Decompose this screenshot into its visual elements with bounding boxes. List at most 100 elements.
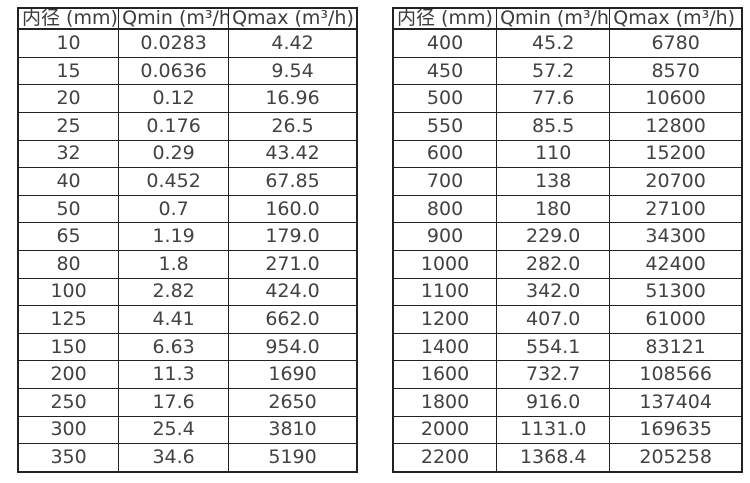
- table-cell: 100: [17, 277, 120, 307]
- table-cell: 150: [17, 332, 120, 362]
- table-cell: 25: [17, 111, 120, 141]
- table-row: 2200 1368.4 205258: [392, 443, 743, 473]
- table-cell: 180: [496, 194, 611, 224]
- table-cell: 179.0: [228, 222, 358, 251]
- table-cell: 2000: [392, 415, 498, 445]
- header-row: 内径 (mm) Qmin (m³/h) Qmax (m³/h): [17, 7, 358, 30]
- table-cell: 350: [17, 443, 120, 473]
- table-row: 600 110 15200: [392, 139, 743, 169]
- table-row: 10 0.0283 4.42: [17, 28, 358, 58]
- table-cell: 1100: [392, 277, 498, 307]
- table-cell: 200: [17, 360, 120, 389]
- column-header: 内径 (mm): [392, 7, 498, 30]
- table-row: 200 11.3 1690: [17, 360, 358, 389]
- table-row: 1100 342.0 51300: [392, 277, 743, 307]
- table-cell: 42400: [609, 249, 743, 279]
- table-cell: 40: [17, 167, 120, 196]
- table-row: 250 17.6 2650: [17, 387, 358, 417]
- table-cell: 954.0: [228, 332, 358, 362]
- table-cell: 61000: [609, 305, 743, 334]
- table-cell: 43.42: [228, 139, 358, 169]
- table-cell: 8570: [609, 56, 743, 86]
- table-row: 80 1.8 271.0: [17, 249, 358, 279]
- table-cell: 1368.4: [496, 443, 611, 473]
- table-cell: 407.0: [496, 305, 611, 334]
- table-row: 32 0.29 43.42: [17, 139, 358, 169]
- table-cell: 34.6: [118, 443, 230, 473]
- table-cell: 10600: [609, 84, 743, 113]
- table-cell: 0.12: [118, 84, 230, 113]
- table-cell: 67.85: [228, 167, 358, 196]
- table-cell: 450: [392, 56, 498, 86]
- table-row: 1800 916.0 137404: [392, 387, 743, 417]
- table-row: 550 85.5 12800: [392, 111, 743, 141]
- table-cell: 17.6: [118, 387, 230, 417]
- table-cell: 110: [496, 139, 611, 169]
- table-cell: 0.452: [118, 167, 230, 196]
- column-header: Qmax (m³/h): [228, 7, 358, 30]
- table-cell: 45.2: [496, 28, 611, 58]
- table-cell: 2.82: [118, 277, 230, 307]
- table-cell: 2650: [228, 387, 358, 417]
- table-cell: 34300: [609, 222, 743, 251]
- table-cell: 27100: [609, 194, 743, 224]
- table-cell: 1690: [228, 360, 358, 389]
- table-row: 25 0.176 26.5: [17, 111, 358, 141]
- table-row: 150 6.63 954.0: [17, 332, 358, 362]
- table-cell: 15: [17, 56, 120, 86]
- table-cell: 500: [392, 84, 498, 113]
- table-row: 15 0.0636 9.54: [17, 56, 358, 86]
- table-cell: 1000: [392, 249, 498, 279]
- table-cell: 3810: [228, 415, 358, 445]
- table-row: 1400 554.1 83121: [392, 332, 743, 362]
- table-cell: 229.0: [496, 222, 611, 251]
- table-cell: 6.63: [118, 332, 230, 362]
- flow-spec-table-small-diameters: 内径 (mm) Qmin (m³/h) Qmax (m³/h) 10 0.0283 4.4…: [17, 7, 358, 473]
- table-cell: 16.96: [228, 84, 358, 113]
- table-cell: 51300: [609, 277, 743, 307]
- table-cell: 4.41: [118, 305, 230, 334]
- table-cell: 169635: [609, 415, 743, 445]
- table-row: 350 34.6 5190: [17, 443, 358, 473]
- table-cell: 12800: [609, 111, 743, 141]
- table-cell: 732.7: [496, 360, 611, 389]
- column-header: Qmax (m³/h): [609, 7, 743, 30]
- table-cell: 9.54: [228, 56, 358, 86]
- table-cell: 1600: [392, 360, 498, 389]
- table-cell: 2200: [392, 443, 498, 473]
- table-row: 1200 407.0 61000: [392, 305, 743, 334]
- table-cell: 32: [17, 139, 120, 169]
- table-cell: 271.0: [228, 249, 358, 279]
- table-cell: 662.0: [228, 305, 358, 334]
- table-cell: 0.176: [118, 111, 230, 141]
- header-row: 内径 (mm) Qmin (m³/h) Qmax (m³/h): [392, 7, 743, 30]
- table-cell: 800: [392, 194, 498, 224]
- table-row: 450 57.2 8570: [392, 56, 743, 86]
- table-cell: 20: [17, 84, 120, 113]
- table-cell: 1.8: [118, 249, 230, 279]
- table-cell: 1200: [392, 305, 498, 334]
- table-row: 20 0.12 16.96: [17, 84, 358, 113]
- table-row: 700 138 20700: [392, 167, 743, 196]
- table-cell: 205258: [609, 443, 743, 473]
- table-cell: 4.42: [228, 28, 358, 58]
- table-row: 900 229.0 34300: [392, 222, 743, 251]
- table-row: 40 0.452 67.85: [17, 167, 358, 196]
- table-cell: 85.5: [496, 111, 611, 141]
- column-header: 内径 (mm): [17, 7, 120, 30]
- table-row: 1000 282.0 42400: [392, 249, 743, 279]
- table-cell: 26.5: [228, 111, 358, 141]
- table-cell: 160.0: [228, 194, 358, 224]
- flow-spec-table-large-diameters: 内径 (mm) Qmin (m³/h) Qmax (m³/h) 400 45.2 6780…: [392, 7, 743, 473]
- table-row: 500 77.6 10600: [392, 84, 743, 113]
- table-cell: 700: [392, 167, 498, 196]
- table-cell: 342.0: [496, 277, 611, 307]
- table-row: 100 2.82 424.0: [17, 277, 358, 307]
- table-cell: 400: [392, 28, 498, 58]
- table-cell: 65: [17, 222, 120, 251]
- table-cell: 108566: [609, 360, 743, 389]
- table-cell: 424.0: [228, 277, 358, 307]
- column-header: Qmin (m³/h): [496, 7, 611, 30]
- table-cell: 83121: [609, 332, 743, 362]
- table-cell: 57.2: [496, 56, 611, 86]
